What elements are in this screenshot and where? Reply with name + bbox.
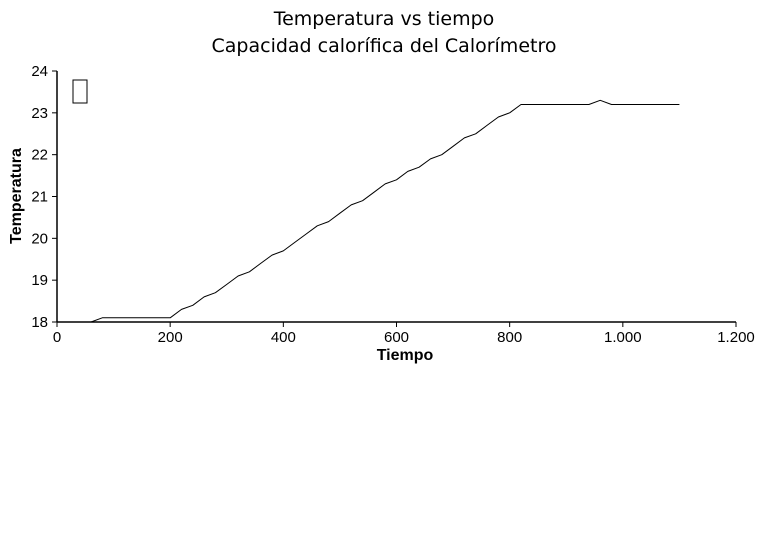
x-axis-ticks: 0 200 400 600 800 1.000 1.200 bbox=[53, 322, 755, 346]
y-tick-label: 20 bbox=[31, 230, 48, 247]
x-tick-label: 400 bbox=[271, 329, 296, 346]
x-tick-label: 200 bbox=[158, 329, 183, 346]
x-tick-label: 0 bbox=[53, 329, 61, 346]
y-tick-label: 18 bbox=[31, 314, 48, 331]
series-group bbox=[57, 99, 680, 323]
y-axis-label: Temperatura bbox=[8, 148, 25, 244]
x-axis-label: Tiempo bbox=[377, 347, 434, 364]
y-tick-label: 23 bbox=[31, 105, 48, 122]
y-tick-label: 19 bbox=[31, 272, 48, 289]
chart-subtitle: Capacidad calorífica del Calorímetro bbox=[211, 35, 557, 57]
legend-box bbox=[72, 79, 88, 104]
x-tick-label: 1.000 bbox=[604, 329, 642, 346]
x-tick-label: 600 bbox=[384, 329, 409, 346]
y-axis-ticks: 18 19 20 21 22 23 24 bbox=[31, 63, 57, 331]
chart-title: Temperatura vs tiempo bbox=[273, 8, 495, 30]
series-line bbox=[57, 99, 680, 323]
axes bbox=[56, 71, 736, 323]
x-tick-label: 1.200 bbox=[717, 329, 755, 346]
y-tick-label: 24 bbox=[31, 63, 48, 80]
y-tick-label: 21 bbox=[31, 189, 48, 206]
y-tick-label: 22 bbox=[31, 147, 48, 164]
x-tick-label: 800 bbox=[497, 329, 522, 346]
